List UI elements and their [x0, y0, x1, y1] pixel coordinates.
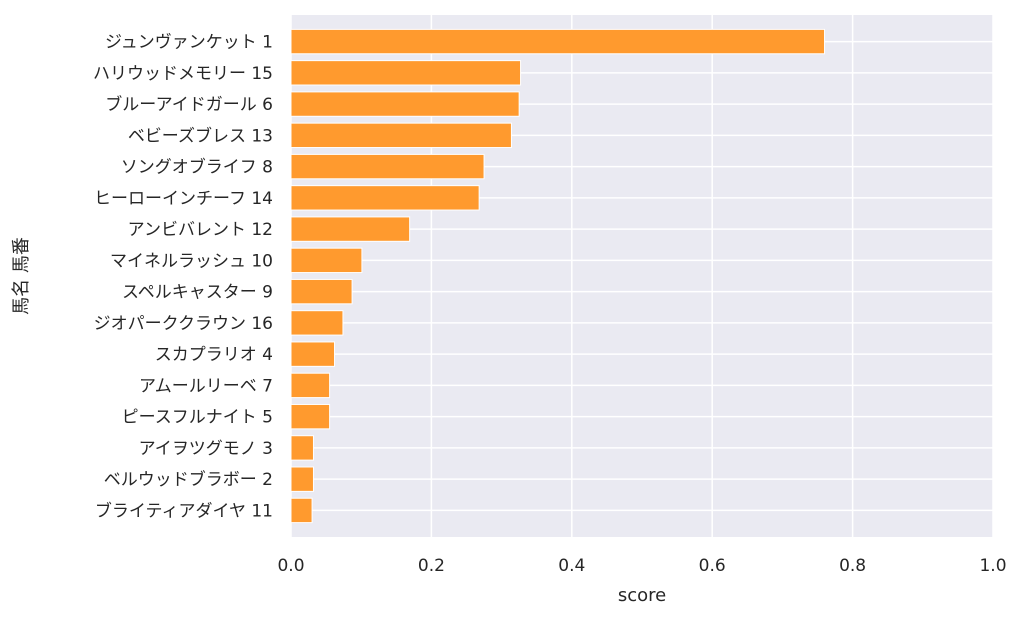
- category-label: ブルーアイドガール 6: [105, 94, 273, 115]
- category-label: ジオパーククラウン 16: [94, 314, 273, 334]
- x-tick-label: 0.4: [558, 556, 585, 576]
- bar: [290, 372, 331, 399]
- category-label: ジュンヴァンケット 1: [105, 33, 273, 53]
- category-label: ヒーローインチーフ 14: [94, 189, 273, 209]
- bar: [290, 60, 522, 86]
- bar: [290, 216, 411, 242]
- category-label: ベビーズブレス 13: [128, 125, 273, 146]
- category-label: ソングオブライフ 8: [121, 157, 273, 178]
- x-tick-label: 0.0: [277, 556, 304, 576]
- category-label: アイヲツグモノ 3: [139, 439, 273, 459]
- bar: [290, 153, 485, 180]
- category-label: スカプラリオ 4: [155, 345, 273, 365]
- bar: [290, 91, 520, 117]
- category-label: アムールリーベ 7: [139, 376, 273, 396]
- category-label: マイネルラッシュ 10: [110, 251, 273, 271]
- x-tick-label: 1.0: [979, 556, 1006, 576]
- bar: [290, 466, 314, 492]
- category-label: ピースフルナイト 5: [122, 408, 273, 428]
- bar: [290, 185, 480, 211]
- x-tick-labels: 0.0 0.2 0.4 0.6 0.8 1.0: [277, 556, 1006, 576]
- bar: [290, 122, 512, 149]
- bar: [290, 341, 336, 367]
- x-tick-label: 0.2: [418, 556, 445, 576]
- bar: [290, 310, 344, 336]
- y-axis-title: 馬名 馬番: [11, 237, 32, 315]
- bar: [290, 247, 363, 274]
- x-axis-title: score: [618, 585, 666, 606]
- bar: [290, 497, 313, 524]
- bar: [290, 435, 314, 461]
- category-label: ブライティアダイヤ 11: [95, 500, 273, 521]
- category-label: スペルキャスター 9: [122, 283, 273, 303]
- bar: [290, 278, 353, 305]
- category-label: アンビバレント 12: [128, 220, 273, 240]
- category-labels: ジュンヴァンケット 1 ハリウッドメモリー 15 ブルーアイドガール 6 ベビーズブレ…: [93, 33, 273, 522]
- bar: [290, 28, 826, 55]
- category-label: ハリウッドメモリー 15: [93, 64, 273, 84]
- bar: [290, 403, 331, 430]
- x-tick-label: 0.8: [839, 556, 866, 576]
- x-tick-label: 0.6: [699, 556, 726, 576]
- category-label: ベルウッドブラボー 2: [104, 469, 273, 490]
- bars: [290, 28, 826, 524]
